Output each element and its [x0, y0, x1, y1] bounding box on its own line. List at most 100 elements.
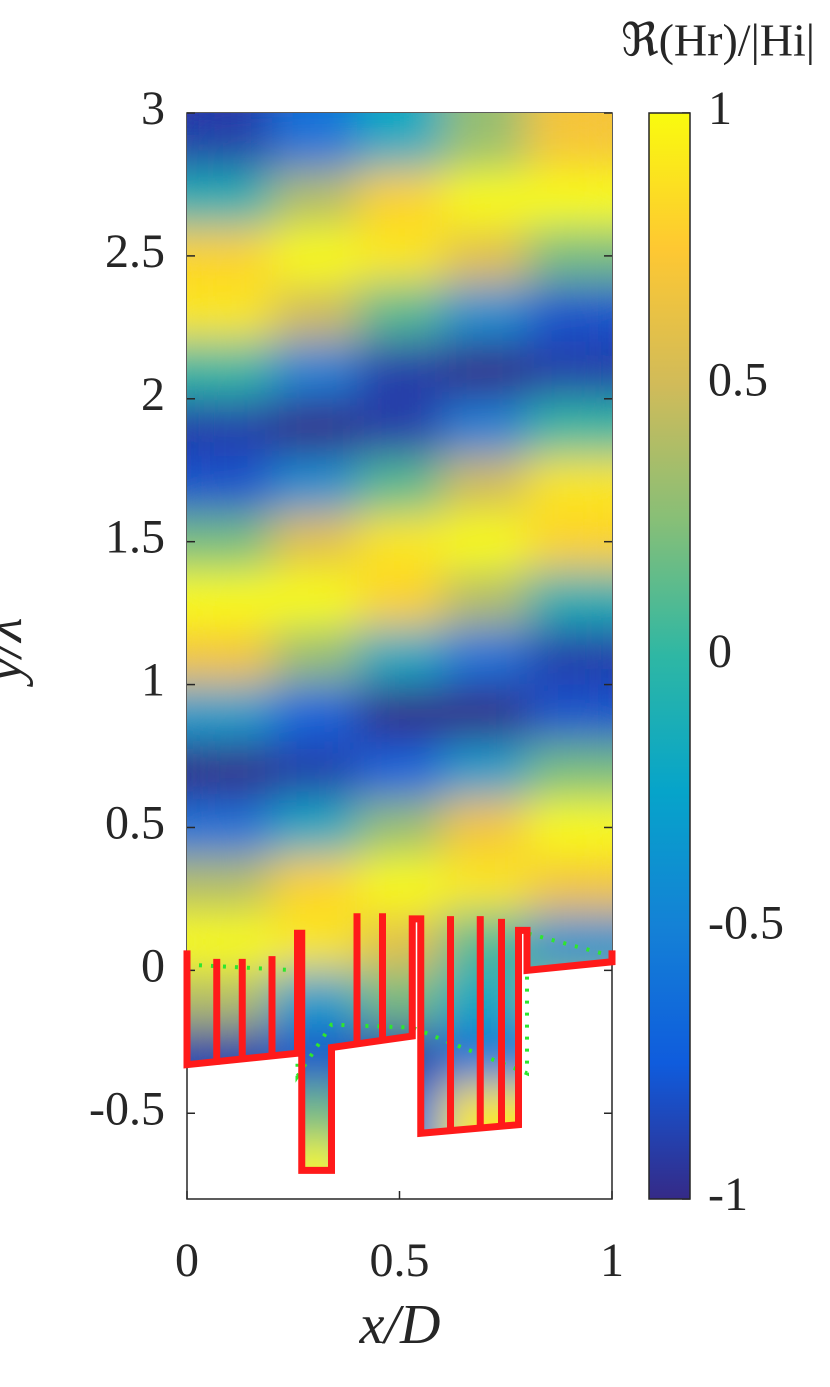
heat-cell — [357, 455, 443, 514]
heat-cell — [442, 341, 528, 400]
heat-cell — [527, 455, 612, 514]
heat-cell — [442, 1027, 528, 1086]
heat-cell — [272, 856, 358, 914]
y-tick-label: 2 — [141, 368, 165, 421]
heat-cell — [442, 113, 528, 171]
x-axis-label: x/D — [359, 1294, 441, 1356]
colorbar-tick-label: 0 — [708, 625, 732, 678]
heat-cell — [357, 798, 443, 857]
heat-cell — [527, 741, 612, 800]
heat-cell — [357, 684, 443, 743]
heat-cell — [442, 398, 528, 457]
heat-cell — [527, 684, 612, 743]
heat-cell — [272, 341, 358, 400]
colorbar — [648, 112, 691, 1200]
heat-cell — [442, 856, 528, 914]
heat-cell — [187, 798, 273, 857]
heat-cell — [272, 913, 358, 971]
heat-cell — [357, 741, 443, 800]
heat-cell — [357, 913, 443, 971]
y-tick-label: -0.5 — [89, 1082, 165, 1135]
boundary — [183, 915, 616, 1174]
heat-cell — [357, 227, 443, 285]
heat-cell — [527, 798, 612, 857]
heat-cell — [442, 741, 528, 800]
heat-cell — [442, 913, 528, 971]
colorbar-tick-label: 1 — [708, 82, 732, 135]
heat-cell — [442, 627, 528, 686]
heat-cell — [187, 455, 273, 514]
heat-cell — [187, 341, 273, 400]
y-tick-label: 0.5 — [105, 796, 165, 849]
y-axis-label: y/λ — [0, 618, 34, 688]
heat-cell — [187, 284, 273, 343]
y-tick-label: 1.5 — [105, 511, 165, 564]
y-tick-label: 0 — [141, 939, 165, 992]
heat-cell — [357, 627, 443, 686]
colorbar-tick-label: -0.5 — [708, 897, 784, 950]
heat-cell — [272, 398, 358, 457]
y-tick-label: 2.5 — [105, 225, 165, 278]
heat-cell — [527, 398, 612, 457]
x-tick-label: 0.5 — [370, 1234, 430, 1287]
heat-cell — [357, 398, 443, 457]
heat-cell — [272, 741, 358, 800]
heat-cell — [527, 513, 612, 571]
heat-cell — [187, 513, 273, 571]
heat-cell — [272, 113, 358, 171]
heat-cell — [442, 170, 528, 228]
heat-cell — [527, 627, 612, 686]
heat-cell — [272, 970, 358, 1029]
heat-cell — [187, 970, 273, 1029]
heat-cell — [442, 513, 528, 571]
heat-cell — [272, 227, 358, 285]
heat-cell — [357, 856, 443, 914]
y-tick-label: 3 — [141, 82, 165, 135]
heat-cell — [357, 970, 443, 1029]
x-tick-label: 0 — [175, 1234, 199, 1287]
heat-cell — [442, 684, 528, 743]
heat-cell — [357, 170, 443, 228]
heat-cell — [272, 570, 358, 628]
x-tick-label: 1 — [600, 1234, 624, 1287]
heat-cell — [187, 113, 273, 171]
heat-cell — [357, 513, 443, 571]
heat-cell — [527, 570, 612, 628]
heat-cell — [357, 341, 443, 400]
heat-cell — [442, 455, 528, 514]
heat-cell — [357, 284, 443, 343]
heat-cell — [527, 113, 612, 171]
heat-cell — [527, 170, 612, 228]
heat-cell — [272, 284, 358, 343]
heat-cell — [357, 570, 443, 628]
heat-cell — [187, 570, 273, 628]
heat-cell — [442, 570, 528, 628]
heat-cell — [272, 513, 358, 571]
heat-cell — [527, 284, 612, 343]
heat-cell — [187, 227, 273, 285]
heat-cell — [187, 398, 273, 457]
heat-cell — [442, 284, 528, 343]
colorbar-label: ℜ(Hr)/|Hi| — [621, 15, 815, 66]
heat-cell — [187, 856, 273, 914]
heat-cell — [527, 227, 612, 285]
heat-cell — [187, 170, 273, 228]
heat-cell — [272, 684, 358, 743]
heat-cell — [187, 741, 273, 800]
heat-cell — [187, 913, 273, 971]
y-tick-label: 1 — [141, 654, 165, 707]
heat-cell — [272, 455, 358, 514]
heat-cell — [187, 684, 273, 743]
colorbar-tick-label: -1 — [708, 1168, 748, 1221]
colorbar-tick-label: 0.5 — [708, 354, 768, 407]
heat-cell — [272, 170, 358, 228]
heat-cell — [357, 113, 443, 171]
heat-cell — [272, 627, 358, 686]
heat-cell — [527, 341, 612, 400]
heat-cell — [442, 798, 528, 857]
heat-cell — [442, 227, 528, 285]
heat-cell — [272, 798, 358, 857]
heat-cell — [527, 856, 612, 914]
heat-cell — [187, 627, 273, 686]
